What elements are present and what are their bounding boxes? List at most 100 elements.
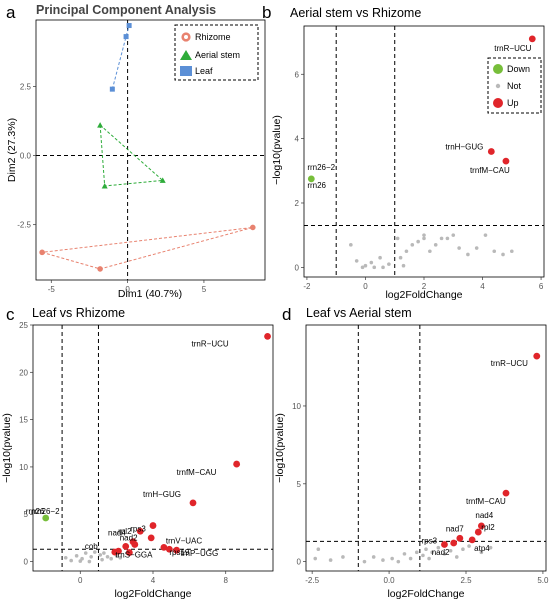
x-tick-label-c: 0 [78,576,83,585]
not-significant-point-d [313,556,318,561]
not-significant-point-d [461,547,465,552]
not-significant-point-b [395,236,400,241]
ticks-c: 0 4 8 0 5 10 15 20 25 [19,321,228,585]
gene-label-c: rps3 [130,524,146,533]
panel-letter-b: b [262,3,271,22]
point-aerial-stem [101,182,108,189]
up-regulated-point-c [147,534,155,542]
gene-label-d: rps3 [421,537,437,546]
gene-label-d: nad7 [446,524,464,533]
not-significant-point-d [467,544,471,548]
not-significant-point-b [404,249,409,254]
legend-not-marker [495,83,501,89]
up-regulated-point-c [122,543,130,550]
ticks-b: -2 0 2 4 6 0 2 4 6 [295,70,544,291]
not-significant-point-b [433,243,438,247]
not-significant-point-d [328,558,333,562]
x-tick-label-a: -5 [48,285,56,294]
y-tick-label-b: 2 [295,199,300,208]
panel-title-c: Leaf vs Rhizome [32,306,125,320]
hull-leaf [111,25,130,90]
gene-label-c: nad4 [108,529,126,538]
gene-label-b: trnR−UCU [494,44,531,53]
not-significant-point-d [421,553,425,558]
gene-label-c: cob [85,542,98,551]
legend-down-marker [493,64,503,74]
y-tick-label-d: 5 [297,480,302,489]
hulls-a [41,25,253,270]
not-significant-point-d [408,556,413,561]
y-tick-label-c: 15 [19,416,28,425]
reference-lines-c [33,325,273,571]
up-regulated-point-d [450,539,458,547]
x-tick-label-c: 4 [151,576,156,585]
not-significant-point-b [410,243,415,247]
x-axis-label-c: log2FoldChange [114,588,191,600]
up-regulated-point-c [125,549,133,556]
point-rhizome [97,266,103,272]
not-significant-point-b [401,263,406,268]
not-significant-point-b [510,249,514,254]
x-tick-label-d: 2.5 [460,576,472,585]
not-significant-point-b [378,255,382,260]
volcano-plot-d: trnR−UCU trnfM−CAU nad4 nad7 rpl2 rps3 nad2 atp… [274,324,549,600]
gene-labels-b: trnR−UCU trnH−GUG trnfM−CAU rrn26−2 rrn26 [307,44,531,190]
gene-label-c: trnfM−CAU [177,468,217,477]
point-rhizome [39,249,45,256]
point-aerial-stem [97,122,104,128]
x-tick-label-c: 8 [224,576,229,585]
not-significant-point-d [448,548,453,553]
not-significant-point-d [396,559,401,564]
up-regulated-point-d [477,522,485,530]
not-significant-point-c [83,551,88,555]
gene-label-d: rpl2 [481,523,495,532]
up-regulated-point-c [173,546,181,554]
not-significant-point-c [69,558,73,563]
point-rhizome [249,224,256,231]
not-significant-point-d [424,547,428,552]
x-tick-label-b: 4 [480,282,485,291]
legend-leaf-label: Leaf [195,66,213,76]
down-regulated-point-b [307,175,315,183]
y-axis-label-b: −log10(pvalue) [271,115,283,185]
up-regulated-point-c [149,522,157,529]
down-regulated-point-c [42,514,50,522]
not-significant-point-c [105,555,110,559]
point-leaf [123,34,129,40]
y-tick-label-a: 0.0 [20,152,32,161]
not-significant-point-c [118,555,123,560]
gene-label-c: trnS−GGA [115,551,153,560]
not-significant-point-b [474,246,479,250]
plot-frame-c [32,324,274,572]
not-significant-point-b [492,249,497,254]
not-significant-point-b [422,233,426,237]
x-tick-label-b: 6 [539,282,544,291]
not-significant-point-b [349,243,353,247]
legend-up-label: Up [507,98,519,108]
up-regulated-point-d [533,352,541,360]
not-significant-point-b [445,236,450,241]
panel-title-d: Leaf vs Aerial stem [306,306,412,320]
legend-a: Rhizome Aerial stem Leaf [174,24,259,81]
y-tick-label-b: 0 [295,263,300,272]
panel-letter-c: c [6,305,15,324]
y-tick-label-c: 5 [24,510,29,519]
legend-aerial-marker [180,50,192,60]
gene-label-c: rrn26−2 [32,507,60,516]
gene-label-c: trnR−UCU [192,339,229,348]
y-tick-label-c: 20 [19,368,28,377]
y-tick-label-c: 10 [19,463,28,472]
panel-title-b: Aerial stem vs Rhizome [290,6,421,20]
gene-label-d: trnfM−CAU [466,497,506,506]
not-significant-point-c [74,554,79,558]
not-significant-point-b [466,252,470,257]
not-significant-point-d [488,545,493,550]
plot-frame-a [35,19,266,281]
not-significant-point-d [402,552,407,556]
x-axis-label-d: log2FoldChange [387,588,464,600]
points-c [42,332,271,564]
not-significant-point-d [341,555,345,559]
